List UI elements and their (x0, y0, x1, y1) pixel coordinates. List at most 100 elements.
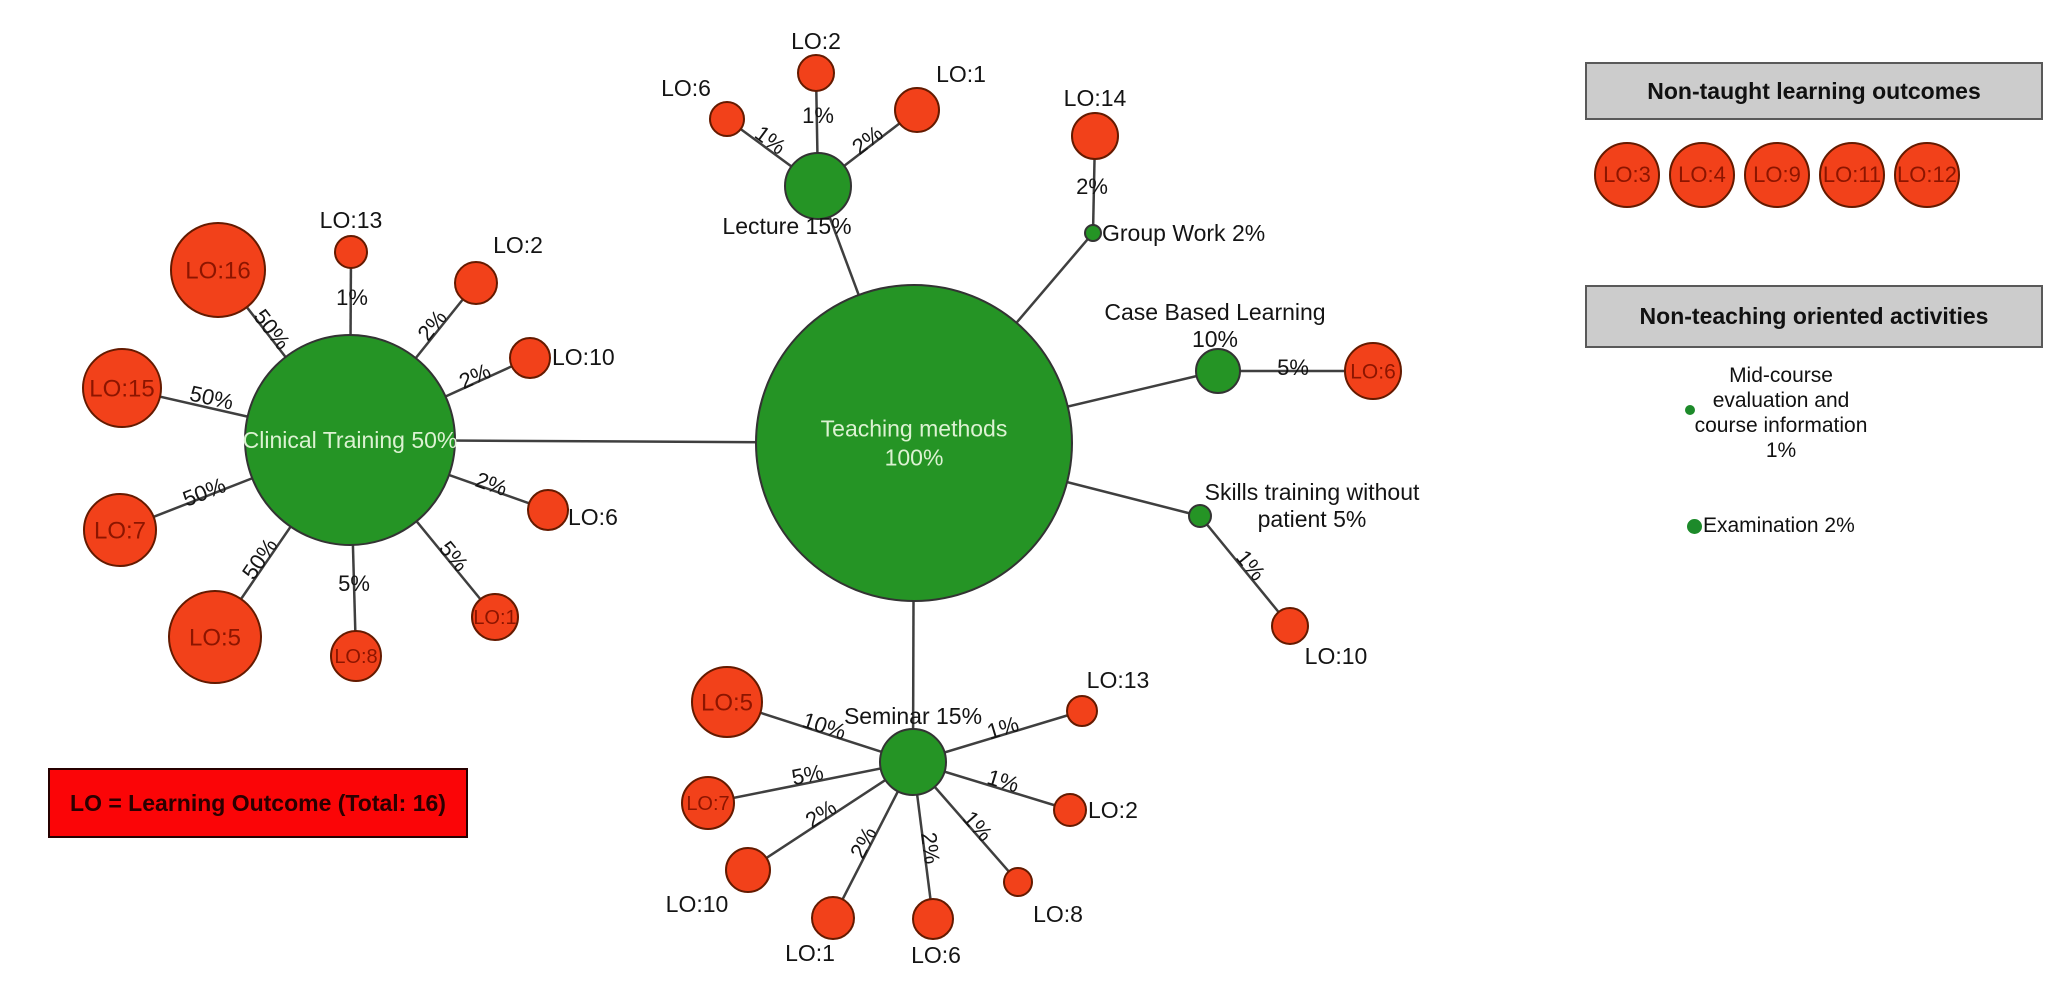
lo-node-sem-lo5 (691, 666, 763, 738)
lo-node-sem-lo7 (681, 776, 735, 830)
method-node-groupwork (1084, 224, 1102, 242)
lo-definition-note-box: LO = Learning Outcome (Total: 16) (48, 768, 468, 838)
edge-percent-label: 1% (750, 120, 790, 159)
diagram-label: LO:8 (1033, 901, 1083, 927)
edge-percent-label: 5% (434, 536, 473, 576)
lo-node-sem-lo6 (912, 898, 954, 940)
edge-percent-label: 2% (412, 305, 451, 345)
node-inside-label-ct-lo5: LO:5 (189, 624, 241, 651)
edge-percent-label: 1% (802, 103, 834, 128)
lo-node-lec-lo2 (797, 54, 835, 92)
node-inside-label-teaching: Teaching methods 100% (821, 415, 1008, 470)
examination-item: Examination 2% (1687, 514, 1855, 538)
lo-node-sem-lo8 (1003, 867, 1033, 897)
lo-node-ct-lo1 (471, 593, 519, 641)
node-inside-label-ct-lo8: LO:8 (334, 646, 377, 668)
legend-non-taught-circles: LO:3 LO:4 LO:9 LO:11 LO:12 (1594, 142, 1960, 208)
diagram-label: Group Work 2% (1102, 220, 1265, 246)
diagram-label: LO:2 (1088, 797, 1138, 823)
edge-percent-label: 2% (847, 120, 887, 159)
lo-node-ct-lo2 (454, 261, 498, 305)
lo-node-sk-lo10 (1271, 607, 1309, 645)
lo-node-ct-lo10 (509, 337, 551, 379)
examination-green-dot-icon (1687, 518, 1702, 534)
mid-course-line: 1% (1765, 439, 1797, 462)
diagram-label: LO:10 (1305, 643, 1368, 669)
diagram-label: Seminar 15% (844, 703, 982, 729)
lo-node-sem-lo13 (1066, 695, 1098, 727)
lo-node-cb-lo6 (1344, 342, 1402, 400)
edge-percent-label: 1% (958, 806, 998, 846)
lo-node-ct-lo8 (330, 630, 382, 682)
edge-percent-label: 2% (916, 831, 945, 866)
edge-percent-label: 1% (336, 285, 368, 310)
mid-course-line: evaluation and (1712, 389, 1850, 412)
lo-node-sem-lo10 (725, 847, 771, 893)
edge-percent-label: 2% (801, 795, 841, 833)
method-node-seminar (879, 728, 947, 796)
lo-node-sem-lo1 (811, 896, 855, 940)
non-taught-lo-circle: LO:3 (1594, 142, 1660, 208)
edge-percent-label: 5% (789, 759, 825, 790)
edge-seminar-sem-lo7 (707, 760, 914, 805)
examination-label: Examination 2% (1703, 514, 1855, 537)
edge-percent-label: 1% (1231, 545, 1270, 585)
lo-node-ct-lo16 (170, 222, 266, 318)
edge-percent-label: 5% (1277, 355, 1309, 380)
edge-percent-label: 5% (338, 571, 370, 596)
lo-node-ct-lo6 (527, 489, 569, 531)
edge-percent-label: 10% (800, 707, 850, 744)
diagram-label: LO:14 (1064, 85, 1127, 111)
diagram-label: LO:13 (1087, 667, 1150, 693)
mid-course-green-dot-icon (1685, 405, 1695, 415)
diagram-label: LO:2 (493, 232, 543, 258)
non-taught-lo-circle: LO:11 (1819, 142, 1885, 208)
lo-node-gw-lo14 (1071, 112, 1119, 160)
lo-node-ct-lo15 (82, 348, 162, 428)
mid-course-line: Mid-course (1729, 364, 1833, 387)
lo-node-ct-lo5 (168, 590, 262, 684)
edge-percent-label: 1% (984, 711, 1022, 744)
lo-node-ct-lo13 (334, 235, 368, 269)
edge-percent-label: 50% (249, 304, 296, 354)
method-node-clinical (244, 334, 456, 546)
non-taught-lo-circle: LO:12 (1894, 142, 1960, 208)
node-inside-label-sem-lo7: LO:7 (686, 793, 729, 815)
diagram-label: Lecture 15% (722, 213, 851, 239)
diagram-label: LO:6 (568, 504, 618, 530)
diagram-label: LO:13 (320, 207, 383, 233)
edge-skills-sk-lo10 (1199, 515, 1291, 627)
node-inside-label-ct-lo1: LO:1 (473, 607, 516, 629)
node-inside-label-clinical: Clinical Training 50% (243, 427, 458, 453)
diagram-label: Skills training without patient 5% (1205, 479, 1420, 532)
lo-node-lec-lo6 (709, 101, 745, 137)
method-node-casebased (1195, 348, 1241, 394)
diagram-label: LO:2 (791, 28, 841, 54)
diagram-label: Case Based Learning 10% (1104, 299, 1325, 352)
diagram-label: LO:1 (785, 940, 835, 966)
diagram-label: LO:10 (666, 891, 729, 917)
method-node-teaching (755, 284, 1073, 602)
node-inside-label-ct-lo15: LO:15 (89, 375, 154, 402)
edge-percent-label: 50% (187, 381, 235, 415)
mid-course-line: course information (1694, 414, 1868, 437)
edge-percent-label: 50% (237, 534, 283, 584)
node-inside-label-sem-lo5: LO:5 (701, 689, 753, 716)
non-taught-lo-circle: LO:9 (1744, 142, 1810, 208)
lo-node-sem-lo2 (1053, 793, 1087, 827)
diagram-label: LO:6 (911, 942, 961, 968)
edge-percent-label: 2% (845, 823, 882, 863)
lo-node-ct-lo7 (83, 493, 157, 567)
legend-non-teaching-header: Non-teaching oriented activities (1585, 285, 2043, 348)
method-node-skills (1188, 504, 1212, 528)
non-taught-lo-circle: LO:4 (1669, 142, 1735, 208)
node-inside-label-ct-lo16: LO:16 (185, 257, 250, 284)
node-inside-label-cb-lo6: LO:6 (1350, 360, 1396, 383)
edge-percent-label: 2% (1076, 174, 1108, 199)
edge-percent-label: 50% (179, 472, 229, 511)
diagram-label: LO:1 (936, 61, 986, 87)
diagram-label: LO:10 (552, 344, 615, 370)
legend-non-taught-header: Non-taught learning outcomes (1585, 62, 2043, 120)
